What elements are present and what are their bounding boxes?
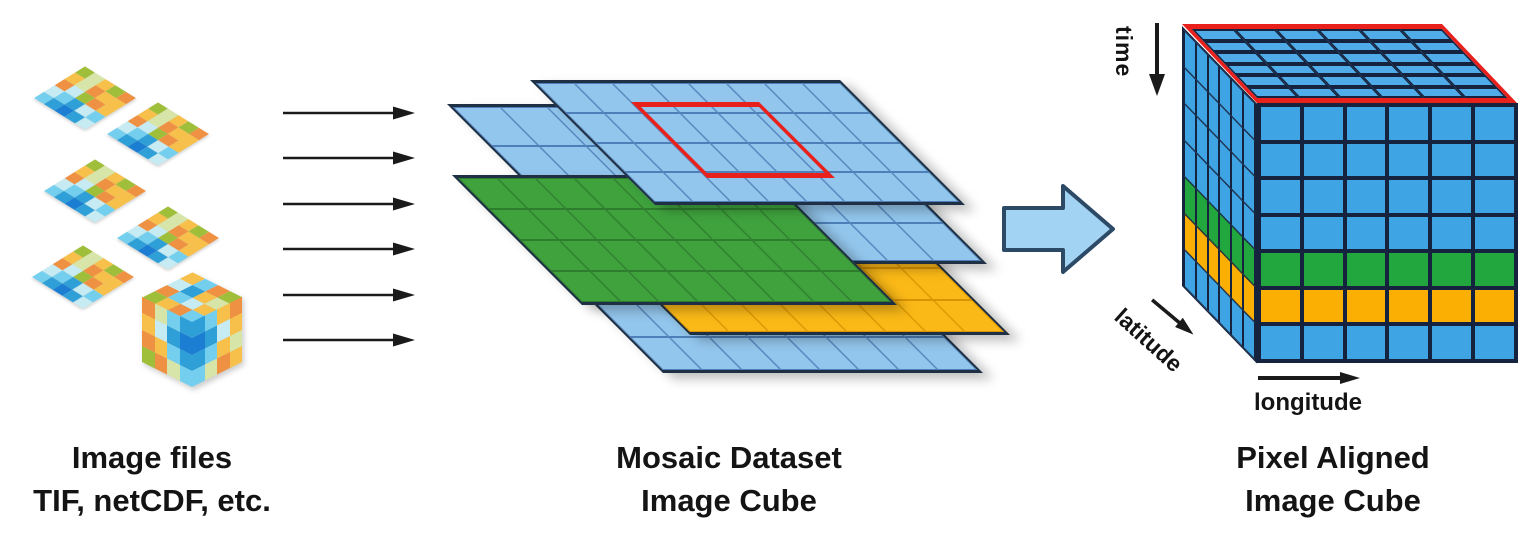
time-axis-label: time — [1111, 26, 1137, 78]
caption-line: Image Cube — [1245, 483, 1421, 518]
raster-tile — [107, 102, 209, 166]
caption-pixel-aligned: Pixel Aligned Image Cube — [1163, 436, 1503, 522]
flow-arrow-icon — [281, 196, 416, 217]
flow-arrow-icon — [281, 332, 416, 353]
raster-tile — [44, 159, 146, 223]
netcdf-cube-icon — [141, 271, 243, 388]
longitude-axis-arrow-icon — [1256, 371, 1362, 390]
flow-arrow-icon — [281, 287, 416, 308]
flow-arrow-icon — [281, 150, 416, 171]
longitude-axis-label: longitude — [1254, 389, 1362, 416]
caption-line: Image Cube — [641, 483, 817, 518]
caption-line: Mosaic Dataset — [616, 440, 842, 475]
time-axis-arrow-icon — [1146, 20, 1168, 103]
raster-tile — [117, 206, 219, 270]
raster-tile — [34, 66, 136, 130]
caption-line: Pixel Aligned — [1236, 440, 1430, 475]
transform-arrow-icon — [1000, 178, 1118, 285]
caption-mosaic-dataset: Mosaic Dataset Image Cube — [559, 436, 899, 522]
caption-line: TIF, netCDF, etc. — [33, 483, 271, 518]
cube-front-face — [1257, 103, 1518, 363]
raster-tile — [32, 245, 134, 309]
flow-arrow-icon — [281, 105, 416, 126]
caption-line: Image files — [71, 440, 233, 475]
caption-image-files: Image files TIF, netCDF, etc. — [0, 436, 322, 522]
flow-arrow-icon — [281, 241, 416, 262]
latitude-axis-arrow-icon — [1143, 293, 1200, 345]
